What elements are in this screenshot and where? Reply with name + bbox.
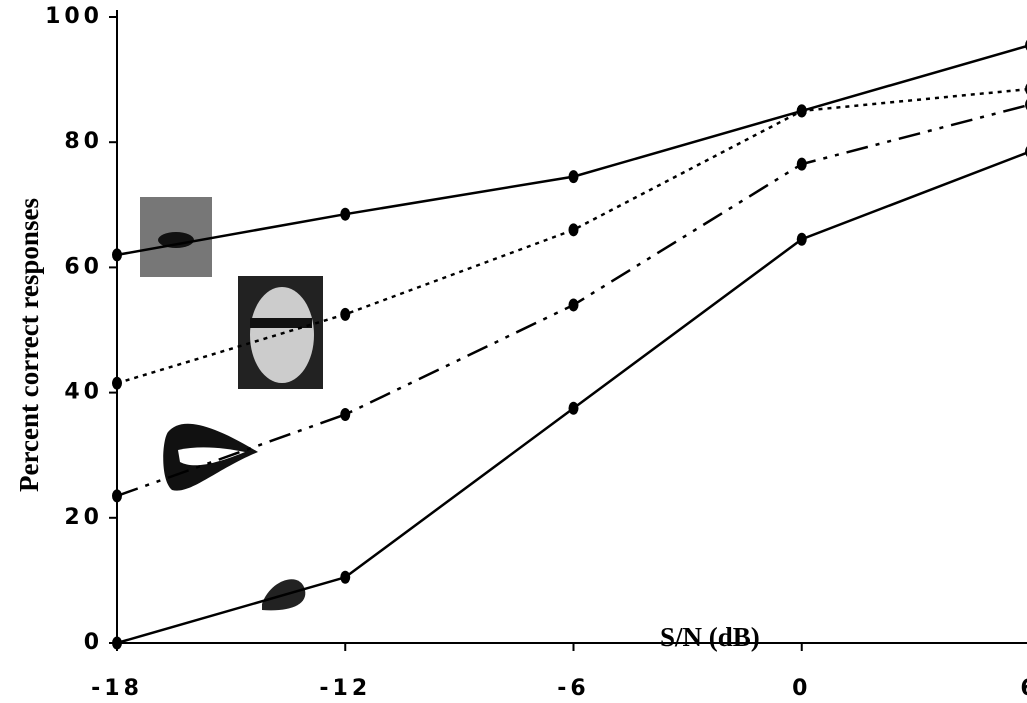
data-point	[112, 248, 122, 262]
y-tick-label: 20	[64, 505, 103, 530]
data-point	[112, 376, 122, 390]
x-tick-label: 0	[792, 676, 811, 701]
y-axis-label: Percent correct responses	[14, 198, 44, 492]
data-point	[568, 170, 579, 184]
lips-opening	[178, 447, 245, 466]
icons	[140, 197, 323, 611]
data-point	[112, 489, 122, 503]
data-point	[796, 157, 807, 171]
x-tick-label: -18	[91, 676, 143, 701]
x-tick-label: -6	[557, 676, 589, 701]
data-point	[340, 307, 351, 321]
synthetic-face-head	[250, 287, 314, 383]
data-point	[796, 232, 807, 246]
series-line	[116, 44, 1027, 257]
y-tick-label: 0	[84, 630, 103, 655]
synthetic-face-glasses	[250, 318, 312, 328]
data-point	[568, 401, 579, 415]
data-point	[340, 408, 351, 422]
y-tick-label: 100	[45, 4, 103, 29]
x-axis-label: S/N (dB)	[660, 622, 760, 652]
x-tick-label: 6	[1020, 676, 1027, 701]
data-point	[340, 207, 351, 221]
data-point	[568, 223, 579, 237]
data-point	[796, 104, 807, 118]
y-tick-label: 80	[64, 129, 103, 154]
data-point	[568, 298, 579, 312]
data-point	[112, 636, 122, 650]
y-tick-label: 40	[64, 380, 103, 405]
x-tick-label: -12	[319, 676, 371, 701]
data-point	[340, 570, 351, 584]
y-tick-label: 60	[64, 254, 103, 279]
